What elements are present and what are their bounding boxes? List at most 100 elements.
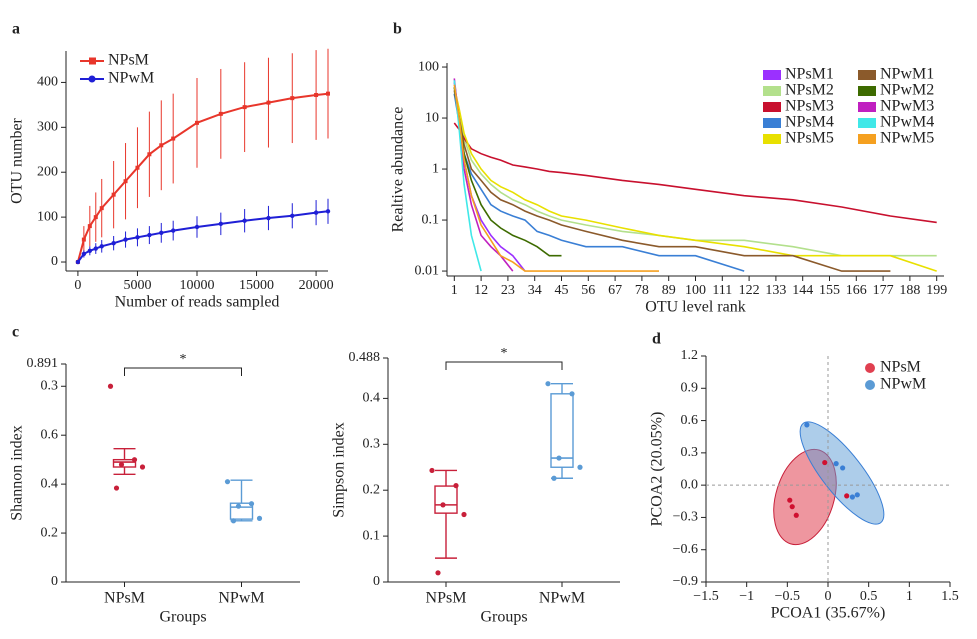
y-axis-label: OTU number <box>9 117 26 203</box>
point <box>429 467 435 474</box>
legend-label: NPsM <box>880 359 921 376</box>
point <box>577 464 583 470</box>
x-tick-label: 188 <box>899 283 920 298</box>
y-tick-label: 100 <box>418 59 439 74</box>
series-line <box>453 93 745 272</box>
y-tick-label: 0 <box>51 574 58 589</box>
legend-swatch <box>763 134 781 144</box>
point <box>314 93 319 97</box>
x-tick-label: 23 <box>501 283 515 298</box>
box <box>550 393 574 468</box>
legend-label: NPwM5 <box>880 130 934 147</box>
point <box>218 111 223 116</box>
significance-bracket <box>445 361 563 370</box>
y-tick-label: 1 <box>432 161 439 176</box>
y-axis-label: PCOA2 (20.05%) <box>649 412 666 527</box>
y-tick-label: 0.2 <box>363 482 381 497</box>
point <box>551 475 557 481</box>
point <box>290 96 295 101</box>
point <box>147 152 152 157</box>
point <box>123 179 128 184</box>
x-tick-label: 100 <box>685 283 706 298</box>
x-tick-label: 5000 <box>123 278 151 293</box>
x-tick-label: 0 <box>74 278 81 293</box>
x-tick-label: 89 <box>662 283 676 298</box>
x-tick-label: NPsM <box>104 590 145 607</box>
y-axis-label: Simpson index <box>331 422 348 518</box>
point <box>75 259 81 265</box>
point <box>793 512 799 518</box>
x-axis-label: Groups <box>480 609 527 626</box>
point <box>195 120 199 125</box>
legend-swatch <box>763 118 781 128</box>
y-tick-label: 300 <box>37 120 58 135</box>
series-line <box>77 210 329 263</box>
x-tick-label: 166 <box>846 283 867 298</box>
point <box>453 483 459 489</box>
point <box>93 246 98 251</box>
point <box>266 215 271 221</box>
x-tick-label: 111 <box>712 283 732 298</box>
x-tick-label: NPwM <box>539 590 585 607</box>
legend-swatch <box>858 118 876 128</box>
point <box>159 230 164 236</box>
point <box>81 251 87 257</box>
legend-swatch <box>858 134 876 144</box>
point <box>99 206 104 211</box>
x-tick-label: 67 <box>608 283 622 298</box>
x-axis-label: PCOA1 (35.67%) <box>771 605 886 622</box>
point <box>804 422 810 428</box>
point <box>787 497 793 503</box>
x-axis-label: Groups <box>159 609 206 626</box>
legend-label: NPsM5 <box>785 130 834 147</box>
y-tick-label: 0.1 <box>422 212 440 227</box>
x-tick-label: 0.5 <box>860 589 878 604</box>
y-tick-label: 1.2 <box>681 348 699 363</box>
legend-label: NPwM <box>108 70 154 87</box>
point <box>840 465 846 471</box>
panel-letter: d <box>652 331 661 348</box>
point <box>118 461 125 468</box>
point <box>325 209 331 214</box>
point <box>170 228 176 233</box>
y-tick-label: 0.3 <box>681 445 699 460</box>
y-tick-label: 0.0 <box>681 477 699 492</box>
x-tick-label: 0 <box>825 589 832 604</box>
point <box>854 492 860 498</box>
y-tick-label: 100 <box>37 209 58 224</box>
point <box>93 215 98 220</box>
legend-swatch <box>763 102 781 112</box>
x-tick-label: −1 <box>739 589 754 604</box>
x-tick-label: 1 <box>451 283 458 298</box>
legend-label: NPwM <box>880 376 926 393</box>
y-tick-label: 400 <box>37 75 58 90</box>
legend-swatch <box>858 102 876 112</box>
point <box>461 511 467 518</box>
x-tick-label: 10000 <box>180 278 215 293</box>
x-tick-label: NPsM <box>426 590 467 607</box>
legend-label: NPsM <box>108 52 149 69</box>
x-tick-label: 144 <box>792 283 813 298</box>
series-line <box>453 93 937 257</box>
legend-label: NPsM2 <box>785 82 834 99</box>
panel-letter: b <box>393 21 402 38</box>
point <box>849 494 856 500</box>
legend-swatch <box>858 86 876 96</box>
point <box>87 224 92 229</box>
box <box>229 502 254 520</box>
point <box>218 221 224 227</box>
point <box>111 240 116 246</box>
point <box>135 165 140 170</box>
y-tick-label: 0 <box>373 574 380 589</box>
point <box>81 237 86 242</box>
x-tick-label: 20000 <box>299 278 334 293</box>
y-tick-label: 0.3 <box>41 378 59 393</box>
point <box>235 503 242 509</box>
legend-swatch <box>858 70 876 80</box>
point <box>131 457 138 463</box>
series-line <box>453 84 659 272</box>
legend-label: NPsM4 <box>785 114 834 131</box>
y-tick-label: 0 <box>51 254 58 269</box>
point <box>242 105 247 110</box>
point <box>147 232 152 238</box>
